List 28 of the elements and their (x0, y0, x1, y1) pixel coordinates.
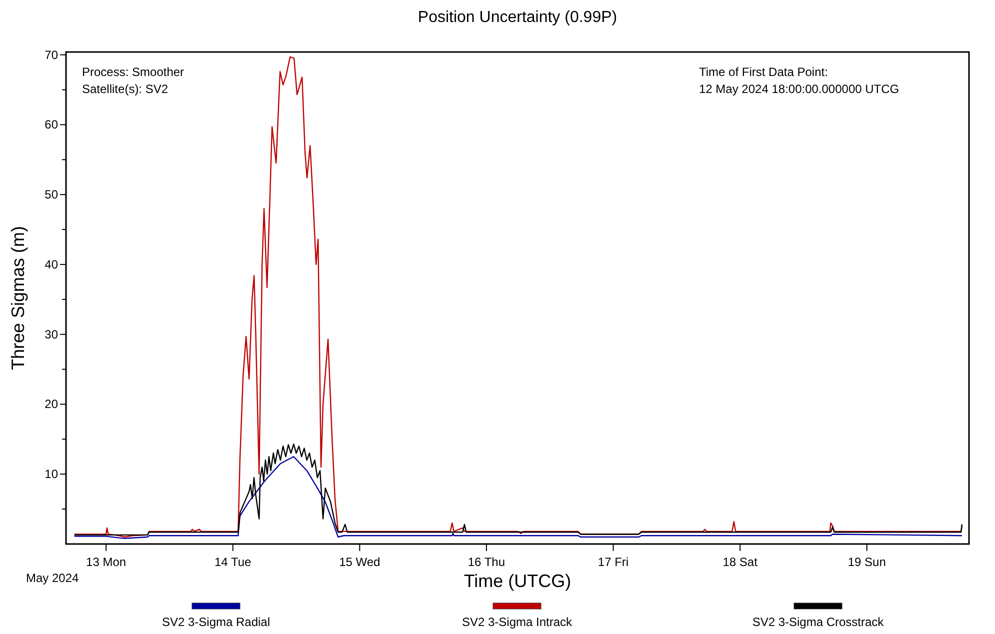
x-tick-label: 18 Sat (722, 555, 758, 569)
line-series (74, 56, 963, 538)
x-tick-label: 17 Fri (598, 555, 629, 569)
line-series (74, 456, 963, 540)
x-tick-label: 19 Sun (848, 555, 886, 569)
legend-label: SV2 3-Sigma Crosstrack (752, 615, 885, 629)
line-series (74, 443, 963, 536)
legend-label: SV2 3-Sigma Intrack (462, 615, 574, 629)
text: May 2024 (26, 571, 80, 585)
y-tick-label: 60 (44, 118, 58, 132)
annotation: 12 May 2024 18:00:00.000000 UTCG (699, 82, 900, 96)
chart-title: Position Uncertainty (0.99P) (418, 9, 618, 26)
x-axis-title: Time (UTCG) (464, 571, 572, 591)
y-tick-label: 30 (44, 327, 58, 342)
y-tick-label: 70 (44, 48, 58, 62)
x-tick-label: 14 Tue (214, 555, 252, 569)
y-tick-label: 20 (44, 397, 58, 412)
y-tick-label: 40 (44, 257, 58, 272)
y-axis-title: Three Sigmas (m) (8, 226, 28, 370)
x-tick-label: 15 Wed (339, 555, 380, 569)
y-tick-label: 50 (44, 188, 58, 202)
legend-label: SV2 3-Sigma Radial (162, 615, 270, 629)
x-tick-label: 13 Mon (86, 555, 126, 569)
annotation: Satellite(s): SV2 (82, 82, 168, 96)
annotation: Time of First Data Point: (699, 65, 828, 79)
y-tick-label: 10 (44, 467, 58, 482)
x-tick-label: 16 Thu (468, 555, 506, 569)
annotation: Process: Smoother (82, 65, 184, 79)
